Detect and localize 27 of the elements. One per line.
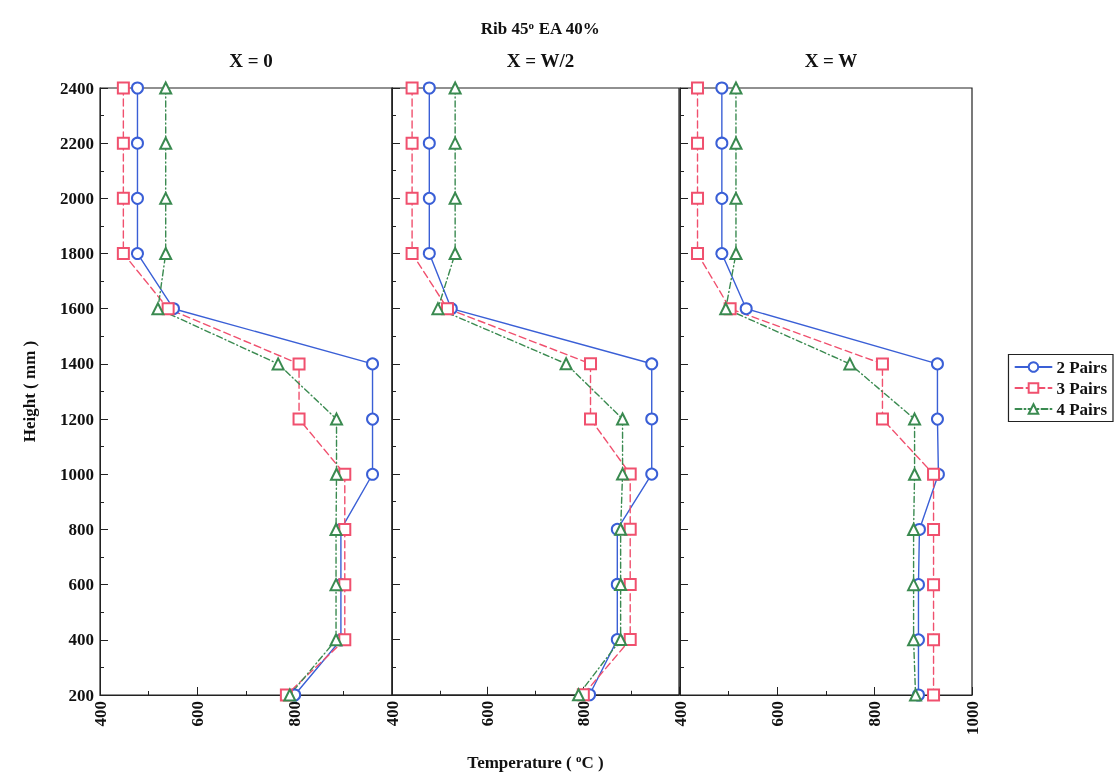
legend-label: 2 Pairs bbox=[1056, 357, 1108, 377]
chart-subtitle: X = W/2 bbox=[506, 50, 575, 71]
x-tick-label: 400 bbox=[670, 701, 690, 727]
x-tick-label: 600 bbox=[767, 701, 787, 727]
x-tick-label: 800 bbox=[865, 701, 885, 727]
x-tick-label: 400 bbox=[382, 700, 402, 727]
y-tick-label: 800 bbox=[68, 519, 94, 539]
chart-title: X = W bbox=[804, 50, 858, 71]
y-axis-title: Height ( mm ) bbox=[20, 340, 39, 443]
x-tick-label: 1000 bbox=[962, 701, 982, 735]
y-tick-label: 1400 bbox=[60, 354, 94, 374]
y-tick-label: 2400 bbox=[60, 78, 94, 98]
y-tick-label: 1600 bbox=[60, 299, 94, 319]
y-tick-label: 1800 bbox=[60, 244, 94, 264]
x-tick-label: 800 bbox=[285, 701, 305, 727]
chart-title: X = 0 bbox=[229, 50, 273, 71]
x-tick-label: 800 bbox=[573, 700, 593, 727]
y-tick-label: 2200 bbox=[60, 133, 94, 153]
y-tick-label: 400 bbox=[68, 630, 94, 650]
legend-label: 3 Pairs bbox=[1056, 378, 1108, 398]
y-tick-label: 1000 bbox=[60, 464, 94, 484]
legend-label: 4 Pairs bbox=[1056, 399, 1108, 419]
x-tick-label: 600 bbox=[478, 700, 498, 727]
x-tick-label: 600 bbox=[187, 701, 207, 727]
y-tick-label: 2000 bbox=[60, 188, 94, 208]
y-tick-label: 600 bbox=[68, 575, 94, 595]
y-tick-label: 1200 bbox=[60, 409, 94, 429]
